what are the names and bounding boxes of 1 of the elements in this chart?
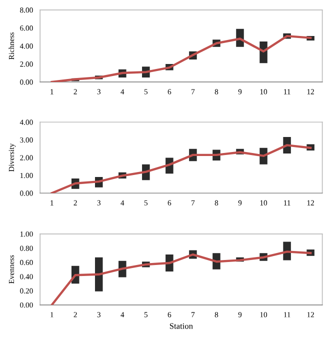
x-axis-title: Station [170,323,193,329]
